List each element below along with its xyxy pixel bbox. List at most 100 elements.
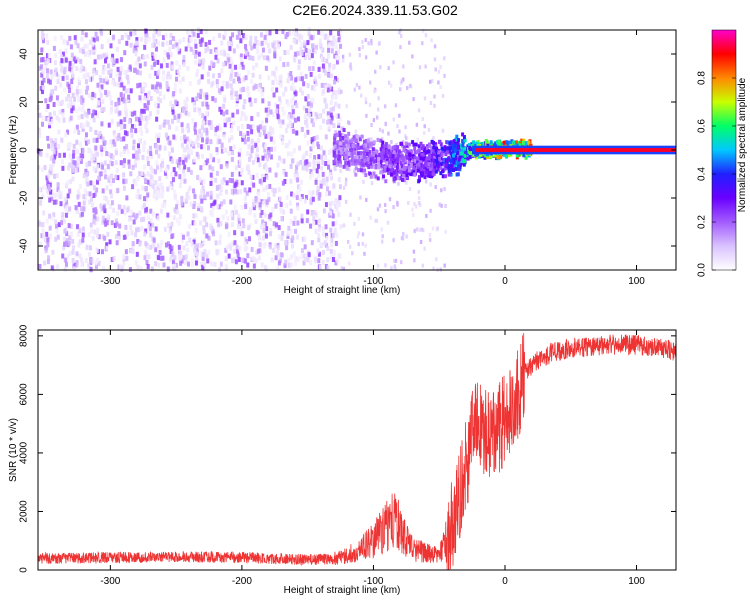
spectrogram-noise-cell: [145, 186, 149, 192]
spectrogram-noise-cell: [149, 174, 153, 180]
spectrogram-noise-cell: [287, 30, 291, 36]
spectrogram-noise-cell: [81, 107, 85, 113]
spectrogram-noise-cell: [131, 111, 135, 117]
spectrogram-noise-cell: [377, 96, 380, 101]
spectrogram-noise-cell: [281, 139, 285, 145]
spectrogram-noise-cell: [336, 120, 340, 126]
spectrogram-signal-cell: [417, 144, 421, 149]
spectrogram-noise-cell: [80, 206, 84, 212]
spectrogram-noise-cell: [439, 65, 442, 70]
spectrogram-noise-cell: [330, 242, 334, 248]
spectrogram-noise-cell: [291, 104, 295, 110]
spectrogram-noise-cell: [152, 242, 156, 248]
spectrogram-noise-cell: [202, 127, 206, 133]
spectrogram-noise-cell: [103, 140, 107, 146]
spectrogram-noise-cell: [229, 127, 233, 133]
spectrogram-noise-cell: [412, 249, 416, 254]
colorbar-gradient: [711, 29, 737, 271]
spectrogram-noise-cell: [249, 101, 253, 107]
spectrogram-noise-cell: [145, 105, 149, 111]
spectrogram-noise-cell: [244, 75, 248, 81]
spectrogram-noise-cell: [144, 206, 148, 212]
spectrogram-noise-cell: [84, 79, 88, 85]
spectrogram-signal-cell: [462, 162, 466, 167]
spectrogram-noise-cell: [301, 165, 305, 171]
spectrogram-noise-cell: [383, 104, 387, 109]
spectrogram-signal-cell: [463, 153, 467, 158]
spectrogram-noise-cell: [294, 39, 298, 45]
spectrogram-noise-cell: [262, 130, 266, 136]
spectrogram-noise-cell: [145, 259, 149, 265]
spectrogram-noise-cell: [122, 234, 126, 240]
spectrogram-noise-cell: [151, 168, 155, 174]
spectrogram-signal-cell: [353, 159, 357, 164]
spectrogram-noise-cell: [265, 174, 269, 180]
spectrogram-noise-cell: [53, 35, 57, 41]
spectrogram-noise-cell: [433, 44, 437, 49]
spectrogram-noise-cell: [106, 164, 110, 170]
spectrogram-noise-cell: [241, 132, 245, 138]
spectrogram-noise-cell: [178, 214, 182, 220]
spectrogram-noise-cell: [227, 117, 231, 123]
spectrogram-noise-cell: [50, 155, 54, 161]
spectrogram-signal-cell: [428, 143, 432, 148]
spectrogram-noise-cell: [225, 245, 229, 251]
spectrogram-noise-cell: [393, 258, 396, 263]
spectrogram-signal-cell: [404, 141, 408, 146]
spectrogram-noise-cell: [64, 257, 68, 263]
spectrogram-noise-cell: [60, 137, 64, 143]
spectrogram-signal-cell: [333, 133, 337, 138]
spectrogram-noise-cell: [290, 158, 294, 164]
spectrogram-noise-cell: [347, 261, 351, 266]
spectrogram-noise-cell: [332, 232, 336, 238]
spectrogram-noise-cell: [239, 57, 243, 63]
spectrogram-noise-cell: [178, 157, 182, 163]
spectrogram-noise-cell: [286, 142, 290, 148]
spectrogram-noise-cell: [312, 159, 316, 165]
spectrogram-noise-cell: [251, 55, 255, 61]
spectrogram-signal-cell: [440, 151, 444, 156]
spectrogram-noise-cell: [165, 74, 169, 80]
spectrogram-noise-cell: [41, 222, 45, 228]
spectrogram-signal-cell: [369, 157, 373, 162]
spectrogram-noise-cell: [428, 232, 432, 237]
spectrogram-noise-cell: [402, 64, 405, 69]
spectrogram-noise-cell: [78, 184, 82, 190]
spectrogram-noise-cell: [342, 185, 346, 190]
spectrogram-noise-cell: [232, 48, 236, 54]
spectrogram-noise-cell: [226, 53, 230, 59]
spectrogram-noise-cell: [262, 186, 266, 192]
spectrogram-signal-cell: [335, 143, 339, 148]
spectrogram-noise-cell: [138, 82, 142, 88]
spectrogram-noise-cell: [269, 231, 273, 237]
spectrogram-noise-cell: [222, 134, 226, 140]
spectrogram-signal-cell: [447, 146, 451, 151]
spectrogram-noise-cell: [375, 218, 379, 223]
spectrogram-noise-cell: [45, 231, 49, 237]
spectrogram-noise-cell: [411, 54, 414, 59]
spectrogram-noise-cell: [424, 179, 428, 184]
colorbar-tick-label: 0.8: [697, 71, 708, 85]
spectrogram-noise-cell: [232, 78, 236, 84]
spectrogram-noise-cell: [119, 119, 123, 125]
spectrogram-noise-cell: [337, 212, 341, 218]
spectrogram-signal-cell: [360, 162, 364, 167]
spectrogram-noise-cell: [227, 253, 231, 259]
spectrogram-noise-cell: [304, 96, 308, 102]
spectrogram-signal-cell: [455, 134, 459, 139]
spectrogram-noise-cell: [228, 137, 232, 143]
spectrogram-signal-cell: [448, 141, 452, 146]
spectrogram-noise-cell: [176, 209, 180, 215]
spectrogram-noise-cell: [306, 129, 310, 135]
x-tick-label: -300: [100, 576, 120, 587]
spectrogram-noise-cell: [265, 117, 269, 123]
spectrogram-noise-cell: [264, 107, 268, 113]
spectrogram-noise-cell: [104, 196, 108, 202]
spectrogram-noise-cell: [162, 262, 166, 268]
spectrogram-noise-cell: [208, 39, 212, 45]
spectrogram-signal-cell: [418, 147, 422, 152]
spectrogram-noise-cell: [293, 57, 297, 63]
spectrogram-noise-cell: [118, 76, 122, 82]
spectrogram-noise-cell: [322, 231, 326, 237]
spectrogram-signal-cell: [346, 137, 350, 142]
